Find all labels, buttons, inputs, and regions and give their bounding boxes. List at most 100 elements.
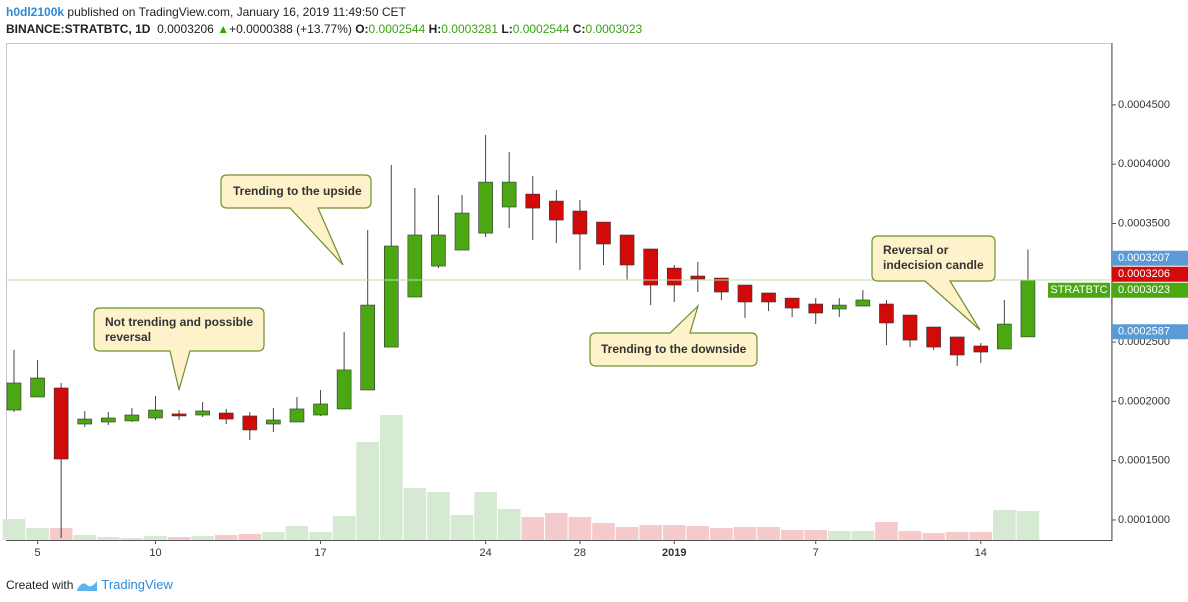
candle-body — [124, 414, 140, 422]
candle-body — [926, 326, 941, 348]
callout-downside — [589, 303, 758, 367]
candle-body — [431, 234, 446, 267]
candle-body — [549, 200, 564, 221]
volume-bar — [615, 527, 639, 540]
volume-bar — [804, 530, 828, 540]
volume-bar — [73, 535, 97, 540]
candle-body — [619, 234, 635, 266]
x-tick-label: 7 — [813, 547, 819, 559]
candle-body — [289, 408, 305, 423]
volume-bar — [1016, 511, 1040, 540]
y-tick-label: 0.0003500 — [1118, 217, 1170, 229]
volume-bar — [120, 538, 144, 540]
volume-bar — [214, 535, 238, 540]
candle-body — [761, 292, 776, 303]
price-tag-label: 0.0003207 — [1118, 252, 1170, 264]
volume-bar — [639, 525, 662, 540]
volume-bar — [97, 537, 120, 540]
volume-bar — [568, 517, 592, 540]
volume-bar — [379, 415, 403, 540]
brand[interactable]: TradingView — [101, 577, 173, 592]
volume-bar — [828, 531, 851, 540]
candle-body — [784, 297, 800, 309]
candle-body — [643, 248, 658, 286]
y-tick-label: 0.0001500 — [1118, 455, 1170, 467]
o-label: O: — [355, 22, 369, 36]
price-tag-label: 0.0003206 — [1118, 268, 1170, 280]
price-tag-label: 0.0003023 — [1118, 284, 1170, 296]
l-label: L: — [501, 22, 513, 36]
candle-body — [997, 323, 1012, 350]
candle-body — [478, 181, 493, 234]
volume-bar — [450, 515, 474, 540]
volume-bar — [191, 536, 214, 540]
volume-bar — [993, 510, 1016, 540]
y-tick-label: 0.0001000 — [1118, 514, 1170, 526]
o-value: 0.0002544 — [368, 22, 426, 36]
volume-bar — [167, 537, 191, 540]
candle-body — [6, 382, 22, 411]
volume-bar — [427, 492, 450, 540]
footer: Created with TradingView — [6, 577, 173, 592]
candle-body — [808, 303, 824, 314]
price-tag-label: 0.0002587 — [1118, 326, 1170, 338]
callouts — [93, 174, 996, 391]
candle-body — [596, 221, 611, 245]
candle-body — [171, 413, 187, 417]
price: 0.0003206 — [157, 22, 214, 36]
volume-bar — [969, 532, 993, 540]
volume-bar — [545, 513, 568, 540]
candle-body — [53, 387, 69, 460]
volume-bar — [332, 516, 356, 540]
annotation: Trending to the upside — [233, 184, 362, 198]
candle-body — [454, 212, 470, 251]
volume-bar — [262, 532, 285, 540]
change: +0.0000388 (+13.77%) — [229, 22, 352, 36]
h-value: 0.0003281 — [441, 22, 499, 36]
h-label: H: — [428, 22, 442, 36]
candle-body — [148, 409, 163, 419]
volume-bar — [686, 526, 710, 540]
x-tick-label: 2019 — [662, 547, 686, 559]
volume-bar — [592, 523, 615, 540]
annotation: Not trending and possible reversal — [105, 315, 254, 344]
candle-body — [218, 412, 234, 420]
volume-bar — [144, 536, 167, 540]
candle-body — [879, 303, 894, 324]
volume-bar — [780, 530, 804, 540]
volume-bar — [521, 517, 545, 540]
x-tick-label: 5 — [35, 547, 41, 559]
c-value: 0.0003023 — [585, 22, 643, 36]
candle-body — [690, 275, 706, 280]
author[interactable]: h0dl2100k — [6, 5, 65, 19]
symbol-tag-label: STRATBTC — [1050, 284, 1107, 296]
volume-bar — [285, 526, 309, 540]
x-tick-label: 24 — [479, 547, 491, 559]
volume-bar — [356, 442, 379, 540]
volume-bar — [898, 531, 922, 540]
y-tick-label: 0.0004000 — [1118, 158, 1170, 170]
volume-bar — [26, 528, 49, 540]
annotation: Trending to the downside — [601, 342, 747, 356]
price-tag — [1112, 266, 1188, 282]
candle-body — [313, 403, 328, 416]
candle-body — [77, 418, 93, 425]
volume-bar — [662, 525, 686, 540]
price-tag — [1112, 282, 1188, 298]
candle-body — [855, 299, 871, 307]
price-tag — [1112, 324, 1188, 340]
candle-body — [242, 415, 258, 431]
candle-body — [266, 419, 281, 425]
price-tag — [1112, 250, 1188, 266]
candle-body — [902, 314, 918, 341]
candle-body — [360, 304, 376, 391]
volume-bar — [851, 531, 875, 540]
callout-upside — [220, 174, 372, 266]
candle-body — [195, 410, 210, 416]
candle-body — [1020, 279, 1036, 338]
c-label: C: — [572, 22, 586, 36]
candle-body — [525, 193, 541, 209]
x-tick-label: 10 — [149, 547, 161, 559]
candle-body — [714, 277, 729, 293]
